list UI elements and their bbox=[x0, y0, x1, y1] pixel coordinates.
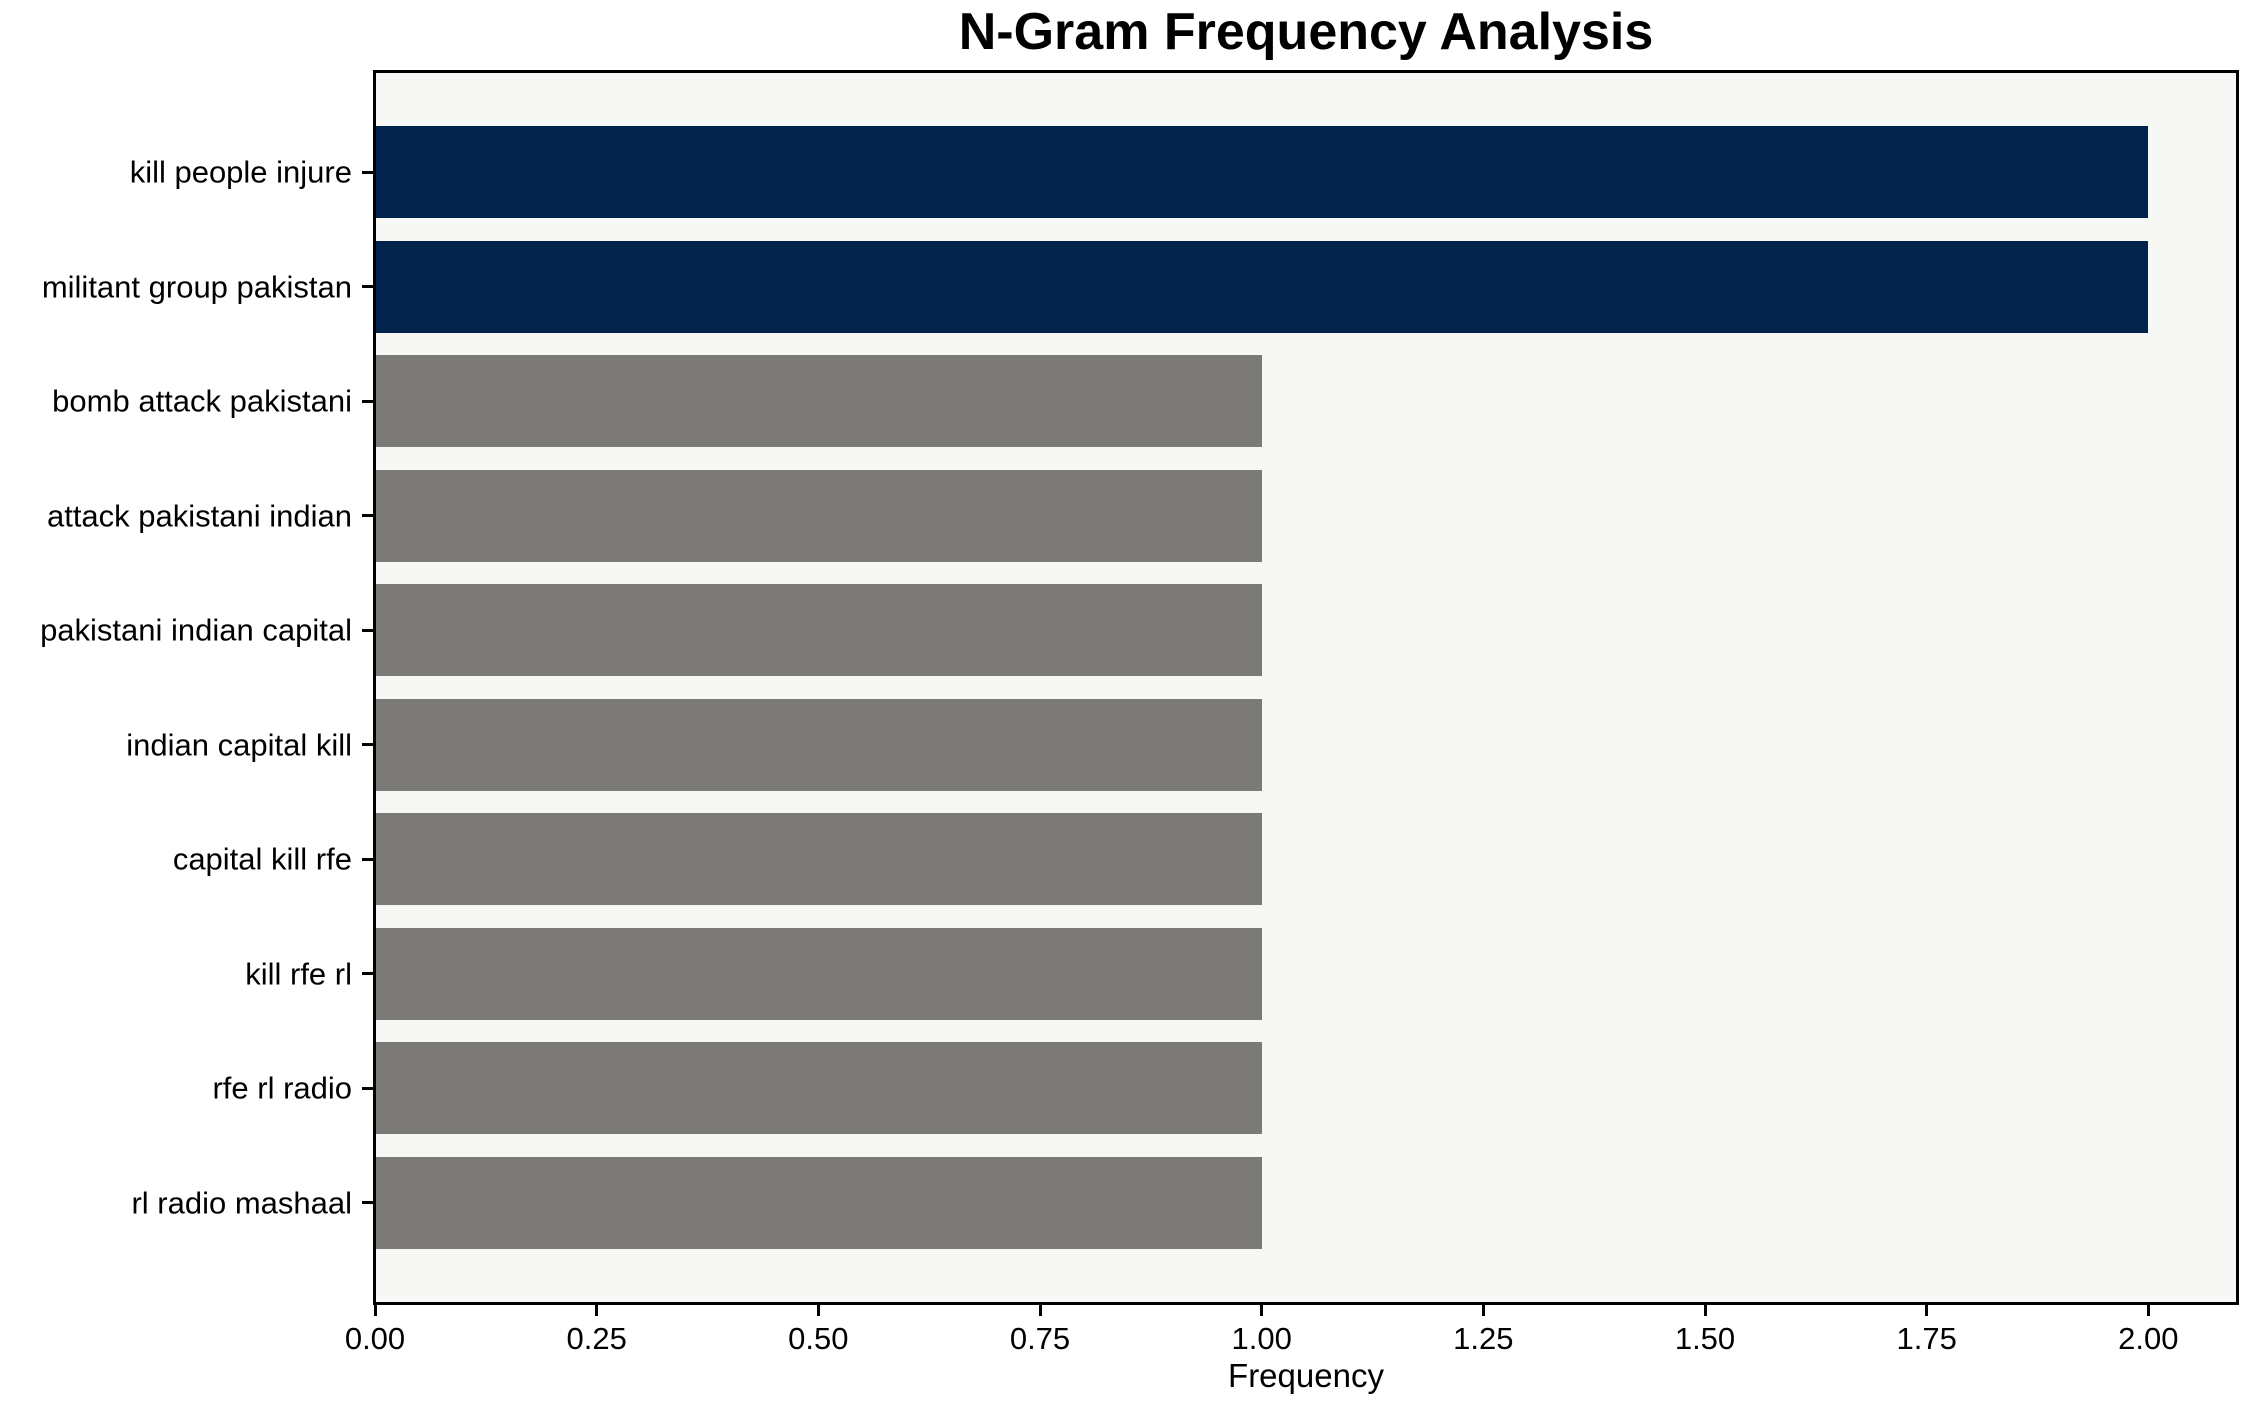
bar bbox=[375, 126, 2149, 218]
x-tick-label: 0.75 bbox=[1009, 1321, 1071, 1356]
y-tick-label: capital kill rfe bbox=[172, 841, 352, 877]
y-tick-mark bbox=[362, 1201, 375, 1205]
bar bbox=[375, 469, 1262, 562]
y-tick-label: pakistani indian capital bbox=[40, 612, 352, 648]
y-tick-mark bbox=[362, 514, 375, 518]
x-tick-label: 1.00 bbox=[1231, 1321, 1292, 1356]
bar bbox=[375, 584, 1262, 677]
x-tick-label: 0.50 bbox=[788, 1321, 849, 1356]
y-tick-label: attack pakistani indian bbox=[46, 498, 352, 534]
y-axis-labels: kill people injure militant group pakista… bbox=[0, 72, 352, 1303]
y-tick-mark bbox=[362, 972, 375, 976]
x-tick-mark bbox=[373, 1303, 377, 1316]
bar bbox=[375, 927, 1262, 1020]
bars-layer bbox=[375, 72, 2237, 1303]
x-tick-mark bbox=[1481, 1303, 1485, 1316]
y-tick-mark bbox=[362, 285, 375, 289]
x-tick-label: 1.25 bbox=[1453, 1321, 1514, 1356]
x-tick-label: 1.75 bbox=[1896, 1321, 1957, 1356]
y-tick-label: rfe rl radio bbox=[212, 1070, 352, 1106]
x-tick-mark bbox=[1038, 1303, 1042, 1316]
y-tick-mark bbox=[362, 399, 375, 403]
x-tick-mark bbox=[1703, 1303, 1707, 1316]
bar bbox=[375, 240, 2149, 333]
x-tick-mark bbox=[1925, 1303, 1929, 1316]
x-tick-label: 2.00 bbox=[2118, 1321, 2179, 1356]
x-axis-label: Frequency bbox=[1228, 1357, 1384, 1394]
y-tick-label: rl radio mashaal bbox=[131, 1185, 352, 1221]
bar bbox=[375, 355, 1262, 448]
y-tick-label: militant group pakistan bbox=[41, 269, 352, 305]
chart-title: N-Gram Frequency Analysis bbox=[958, 3, 1654, 61]
bar bbox=[375, 1042, 1262, 1135]
x-tick-mark bbox=[1260, 1303, 1264, 1316]
x-tick-mark bbox=[816, 1303, 820, 1316]
x-tick-label: 1.50 bbox=[1674, 1321, 1736, 1356]
bar bbox=[375, 1156, 1262, 1249]
y-tick-mark bbox=[362, 628, 375, 632]
y-tick-mark bbox=[362, 857, 375, 861]
x-tick-mark bbox=[2146, 1303, 2150, 1316]
x-tick-mark bbox=[595, 1303, 599, 1316]
y-tick-mark bbox=[362, 170, 375, 174]
x-tick-label: 0.00 bbox=[344, 1321, 406, 1356]
bar bbox=[375, 698, 1262, 791]
bar bbox=[375, 813, 1262, 906]
y-tick-label: kill people injure bbox=[129, 154, 352, 190]
y-tick-mark bbox=[362, 743, 375, 747]
y-tick-label: indian capital kill bbox=[126, 727, 352, 763]
x-tick-label: 0.25 bbox=[566, 1321, 627, 1356]
y-tick-label: bomb attack pakistani bbox=[52, 383, 352, 419]
y-tick-mark bbox=[362, 1086, 375, 1090]
y-tick-label: kill rfe rl bbox=[245, 956, 352, 992]
